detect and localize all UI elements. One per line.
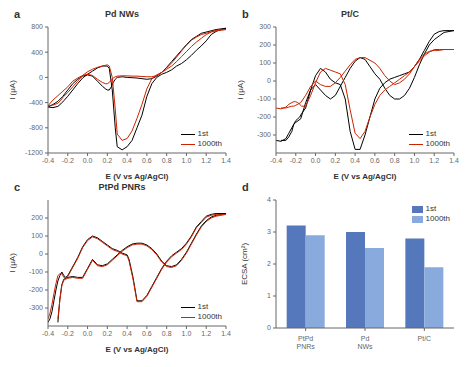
svg-text:1.2: 1.2 (201, 157, 211, 164)
html-text:c: c (14, 181, 21, 193)
svg-text:1.4: 1.4 (221, 157, 231, 164)
html-text:1000th: 1000th (197, 312, 222, 321)
svg-text:1.4: 1.4 (221, 330, 231, 337)
svg-text:-0.4: -0.4 (42, 157, 54, 164)
html-text:1000th: 1000th (425, 139, 450, 148)
svg-text:I (μA): I (μA) (8, 80, 17, 100)
svg-text:0.0: 0.0 (83, 330, 93, 337)
svg-text:1.2: 1.2 (429, 157, 439, 164)
svg-text:1: 1 (267, 292, 271, 299)
svg-text:-100: -100 (257, 95, 271, 102)
svg-text:-0.2: -0.2 (62, 330, 74, 337)
html-text:1st: 1st (197, 129, 209, 138)
html-text:1st: 1st (197, 302, 209, 311)
html-text:Pt/C: Pt/C (341, 9, 359, 19)
svg-text:0.4: 0.4 (350, 157, 360, 164)
svg-text:100: 100 (259, 59, 271, 66)
svg-text:3: 3 (267, 228, 271, 235)
svg-text:0.0: 0.0 (83, 157, 93, 164)
svg-text:E (V vs Ag/AgCl): E (V vs Ag/AgCl) (106, 172, 169, 181)
svg-text:0.6: 0.6 (370, 157, 380, 164)
svg-text:-0.4: -0.4 (42, 330, 54, 337)
svg-text:-300: -300 (29, 304, 43, 311)
svg-text:4: 4 (267, 196, 271, 203)
svg-text:0.2: 0.2 (102, 330, 112, 337)
html-text:1st: 1st (425, 204, 437, 213)
svg-text:0.4: 0.4 (122, 330, 132, 337)
svg-text:100: 100 (31, 232, 43, 239)
svg-text:Pt/C: Pt/C (418, 335, 432, 342)
svg-text:E (V vs Ag/AgCl): E (V vs Ag/AgCl) (106, 345, 169, 354)
svg-text:-0.2: -0.2 (62, 157, 74, 164)
svg-text:0.6: 0.6 (142, 157, 152, 164)
svg-text:-0.2: -0.2 (290, 157, 302, 164)
svg-text:-800: -800 (29, 124, 43, 131)
svg-text:0.8: 0.8 (390, 157, 400, 164)
svg-text:1.4: 1.4 (449, 157, 459, 164)
svg-text:I (μA): I (μA) (236, 80, 245, 100)
svg-text:200: 200 (259, 41, 271, 48)
svg-text:PtPdPNRs: PtPdPNRs (297, 335, 316, 350)
svg-text:0.2: 0.2 (330, 157, 340, 164)
svg-text:I (μA): I (μA) (8, 253, 17, 273)
svg-text:-1200: -1200 (25, 149, 43, 156)
svg-text:-100: -100 (29, 268, 43, 275)
svg-text:300: 300 (259, 23, 271, 30)
svg-text:0: 0 (39, 250, 43, 257)
html-text:Pd NWs: Pd NWs (105, 9, 139, 19)
svg-text:1.2: 1.2 (201, 330, 211, 337)
html-text:1st: 1st (425, 129, 437, 138)
svg-text:1.0: 1.0 (182, 330, 192, 337)
svg-text:800: 800 (31, 23, 43, 30)
svg-text:2: 2 (267, 260, 271, 267)
svg-text:1.0: 1.0 (182, 157, 192, 164)
html-text:PtPd PNRs: PtPd PNRs (98, 182, 146, 192)
html-text:a: a (14, 8, 21, 20)
svg-text:0: 0 (39, 74, 43, 81)
svg-text:0.0: 0.0 (311, 157, 321, 164)
svg-text:PdNWs: PdNWs (357, 335, 373, 350)
svg-text:0: 0 (267, 77, 271, 84)
svg-text:E (V vs Ag/AgCl): E (V vs Ag/AgCl) (334, 172, 397, 181)
svg-text:-200: -200 (29, 286, 43, 293)
svg-text:-0.4: -0.4 (270, 157, 282, 164)
html-text:b: b (242, 8, 249, 20)
svg-text:0.8: 0.8 (162, 157, 172, 164)
svg-text:400: 400 (31, 49, 43, 56)
html-text:d: d (242, 181, 249, 193)
html-text:1000th: 1000th (197, 139, 222, 148)
html-text:1000th: 1000th (425, 214, 450, 223)
svg-text:200: 200 (31, 214, 43, 221)
svg-text:-400: -400 (29, 99, 43, 106)
svg-text:1.0: 1.0 (410, 157, 420, 164)
svg-text:-200: -200 (257, 113, 271, 120)
svg-text:0.4: 0.4 (122, 157, 132, 164)
svg-text:0.2: 0.2 (102, 157, 112, 164)
svg-text:0: 0 (267, 324, 271, 331)
svg-text:ECSA (cm²): ECSA (cm²) (240, 243, 249, 286)
svg-text:0.6: 0.6 (142, 330, 152, 337)
svg-text:-300: -300 (257, 131, 271, 138)
svg-text:0.8: 0.8 (162, 330, 172, 337)
